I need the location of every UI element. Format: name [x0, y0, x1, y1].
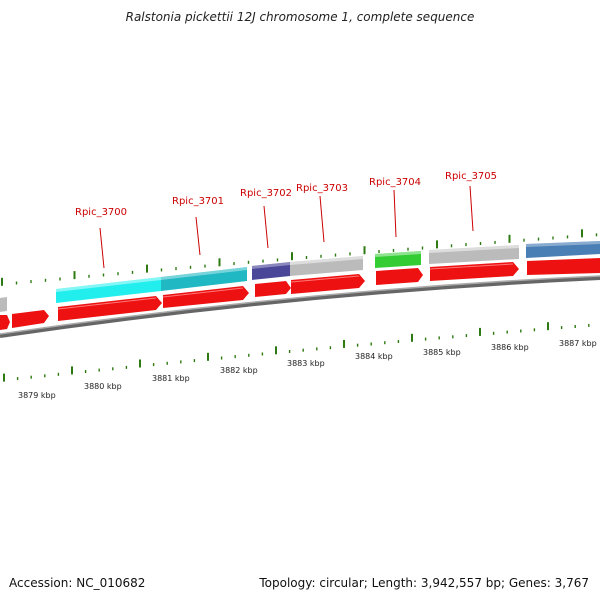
accession-text: Accession: NC_010682 — [9, 576, 146, 590]
feature-block-grey-left — [0, 297, 7, 312]
kbp-label: 3882 kbp — [220, 366, 258, 375]
cds-arrow-8 — [430, 262, 519, 281]
gene-label: Rpic_3701 — [172, 196, 224, 207]
gene-label: Rpic_3700 — [75, 207, 127, 218]
gene-label: Rpic_3703 — [296, 183, 348, 194]
feature-block-indigo — [252, 262, 290, 280]
lower-scale-ticks — [3, 322, 590, 382]
gene-label: Rpic_3704 — [369, 177, 421, 188]
cds-arrow-2 — [12, 310, 49, 328]
kbp-label: 3885 kbp — [423, 348, 461, 357]
cds-arrow-9 — [527, 258, 600, 275]
upper-scale-ticks — [1, 229, 598, 286]
feature-block-cyan — [56, 277, 161, 303]
kbp-labels: 3879 kbp 3880 kbp 3881 kbp 3882 kbp 3883… — [18, 339, 597, 400]
kbp-label: 3886 kbp — [491, 343, 529, 352]
feature-block-grey — [290, 256, 363, 276]
feature-block-steelblue — [526, 241, 600, 258]
gene-label-lines — [99, 185, 474, 269]
page-title: Ralstonia pickettii 12J chromosome 1, co… — [125, 10, 475, 24]
cds-arrow-4 — [163, 286, 249, 308]
kbp-label: 3884 kbp — [355, 352, 393, 361]
cds-arrow-7 — [376, 268, 423, 285]
cds-arrow-5 — [255, 281, 291, 297]
cds-arrows — [0, 258, 600, 330]
feature-blocks — [0, 241, 600, 312]
cds-arrow-3 — [58, 296, 162, 321]
backbone — [0, 275, 600, 338]
topology-summary: Topology: circular; Length: 3,942,557 bp… — [259, 576, 589, 590]
kbp-label: 3887 kbp — [559, 339, 597, 348]
feature-block-teal — [161, 267, 247, 291]
kbp-label: 3883 kbp — [287, 359, 325, 368]
gene-labels: Rpic_3700 Rpic_3701 Rpic_3702 Rpic_3703 … — [75, 171, 497, 218]
kbp-label: 3879 kbp — [18, 391, 56, 400]
gene-label: Rpic_3702 — [240, 188, 292, 199]
cds-arrow-1 — [0, 315, 10, 330]
feature-block-green — [375, 251, 421, 268]
kbp-label: 3881 kbp — [152, 374, 190, 383]
cds-arrow-6 — [291, 274, 365, 294]
gene-label: Rpic_3705 — [445, 171, 497, 182]
feature-block-grey-2 — [429, 245, 519, 264]
kbp-label: 3880 kbp — [84, 382, 122, 391]
